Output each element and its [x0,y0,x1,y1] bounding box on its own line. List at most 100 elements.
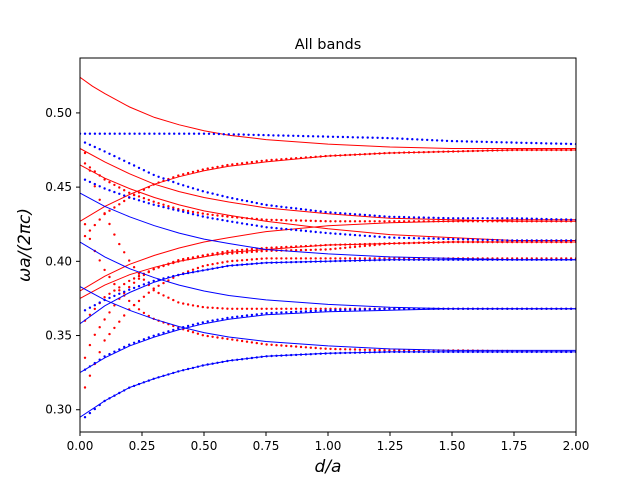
data-point [245,161,249,164]
data-point [186,303,190,306]
data-point [142,197,146,200]
data-point [412,237,416,240]
data-point [113,282,116,286]
data-point [186,367,190,371]
data-point [182,257,185,261]
data-point [501,220,504,223]
data-point [182,302,185,305]
data-point [123,389,126,392]
data-point [265,307,268,310]
data-point [480,140,483,143]
data-point [422,151,425,154]
data-point [231,359,234,362]
data-point [501,307,504,310]
data-point [535,148,538,152]
data-point [123,314,126,317]
data-point [314,352,317,356]
data-point [334,211,337,215]
data-point [319,352,322,355]
data-point [442,307,445,310]
data-point [515,220,519,223]
data-point [88,143,92,146]
data-point [192,132,196,135]
data-point [304,346,308,349]
data-point [255,224,258,227]
data-point [290,206,293,210]
data-point [133,132,136,135]
data-point [520,307,524,310]
data-point [275,218,278,222]
data-point [386,136,389,140]
data-point [353,220,357,223]
data-point [108,397,111,400]
data-point [564,142,568,145]
data-point [407,241,411,245]
data-point [231,307,234,310]
data-point [565,218,568,221]
data-point [147,336,150,339]
data-point [324,260,327,263]
data-point [368,308,371,311]
data-point [265,226,268,229]
data-point [197,132,201,135]
data-point [148,132,151,135]
data-point [270,257,273,260]
data-point [163,132,166,135]
data-point [530,307,533,310]
data-point [309,156,312,159]
data-point [457,350,460,354]
data-point [237,133,240,136]
data-point [501,149,504,152]
data-point [128,343,131,346]
data-point [245,258,249,262]
data-point [461,220,465,223]
data-point [450,139,454,143]
data-point [108,132,112,135]
data-point [353,243,357,246]
data-point [201,254,204,257]
blue-dotted-3 [83,178,576,242]
data-point [83,132,87,135]
data-point [319,155,322,158]
data-point [242,133,245,136]
data-point [491,149,494,152]
data-point [525,350,529,354]
data-point [216,218,219,221]
data-point [481,238,484,241]
data-point [132,286,136,290]
data-point [324,220,327,223]
data-point [132,164,136,167]
data-point [555,220,558,223]
data-point [128,196,131,199]
data-point [221,360,224,364]
data-point [113,304,116,307]
data-point [240,314,244,318]
data-point [206,268,209,271]
data-point [157,266,160,269]
red-dotted-2 [83,162,576,223]
data-point [334,352,337,355]
data-point [422,350,425,354]
data-point [196,169,200,172]
data-point [147,281,150,284]
data-point [329,309,332,312]
data-point [506,217,509,220]
data-point [353,233,357,237]
data-point [471,217,475,220]
data-point [319,231,322,234]
data-point [560,239,563,242]
data-point [363,308,367,311]
data-point [270,226,273,229]
data-point [324,210,327,214]
data-point [285,307,288,310]
data-point [265,343,268,346]
data-point [172,276,175,279]
data-point [304,244,308,248]
data-point [191,366,195,370]
data-point [358,220,362,223]
data-point [388,350,391,354]
data-point [550,142,553,145]
data-point [358,259,362,262]
data-point [329,260,332,263]
data-point [402,307,406,310]
